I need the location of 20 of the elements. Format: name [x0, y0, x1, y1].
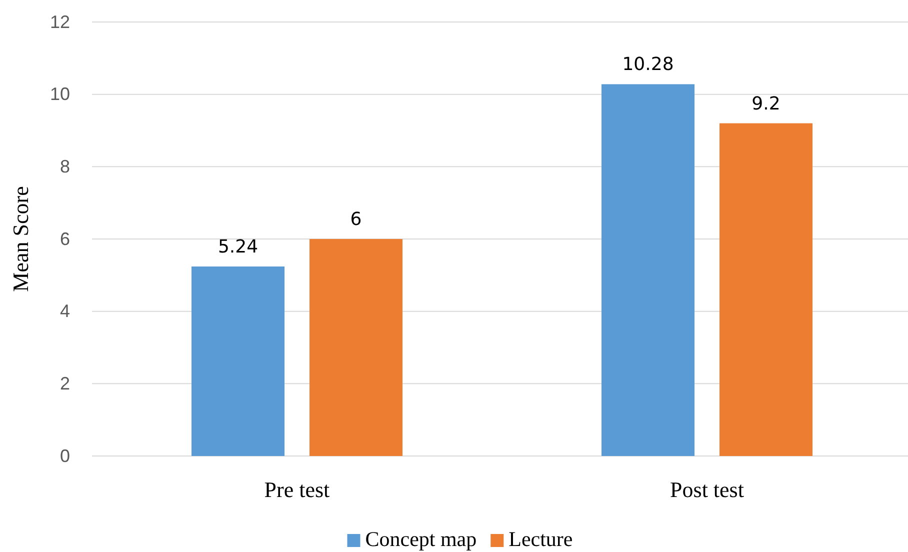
y-tick-label: 10: [50, 84, 70, 104]
x-tick-label: Pre test: [264, 477, 330, 502]
data-label: 10.28: [622, 54, 674, 76]
data-label: 9.2: [752, 93, 780, 114]
bar: [192, 266, 284, 456]
bar: [602, 84, 694, 456]
bar: [310, 239, 402, 456]
x-tick-label: Post test: [670, 477, 744, 502]
y-tick-label: 12: [50, 12, 70, 32]
data-label: 6: [350, 209, 362, 230]
y-tick-label: 6: [60, 228, 70, 249]
y-tick-label: 2: [60, 373, 70, 394]
y-tick-label: 8: [60, 156, 70, 176]
y-axis-title: Mean Score: [8, 186, 33, 292]
legend-label: Concept map: [365, 527, 477, 551]
data-label: 5.24: [218, 236, 258, 258]
y-tick-label: 4: [60, 301, 70, 322]
bar: [720, 123, 812, 456]
y-tick-label: 0: [60, 446, 70, 466]
legend-label: Lecture: [508, 527, 573, 551]
